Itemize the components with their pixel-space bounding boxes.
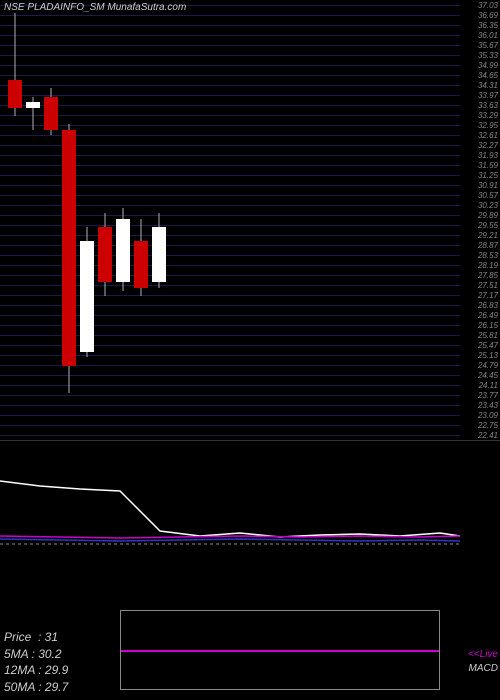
chart-title: NSE PLADAINFO_SM MunafaSutra.com (4, 2, 186, 13)
macd-label: MACD (469, 663, 498, 674)
macd-zero-line (121, 650, 439, 652)
indicator-lines (0, 441, 500, 591)
info-macd-panel: Price : 31 5MA : 30.2 12MA : 29.9 50MA :… (0, 590, 500, 700)
candlestick-chart: NSE PLADAINFO_SM MunafaSutra.com 37.0336… (0, 0, 500, 440)
y-axis-labels: 37.0336.6936.3536.0135.6735.3334.9934.65… (460, 0, 500, 440)
ma12-row: 12MA : 29.9 (4, 662, 68, 679)
price-row: Price : 31 (4, 629, 68, 646)
ma50-row: 50MA : 29.7 (4, 679, 68, 696)
price-info-box: Price : 31 5MA : 30.2 12MA : 29.9 50MA :… (4, 629, 68, 696)
moving-average-panel (0, 440, 500, 590)
ma5-row: 5MA : 30.2 (4, 646, 68, 663)
live-label: <<Live (468, 649, 498, 660)
macd-histogram-box (120, 610, 440, 690)
